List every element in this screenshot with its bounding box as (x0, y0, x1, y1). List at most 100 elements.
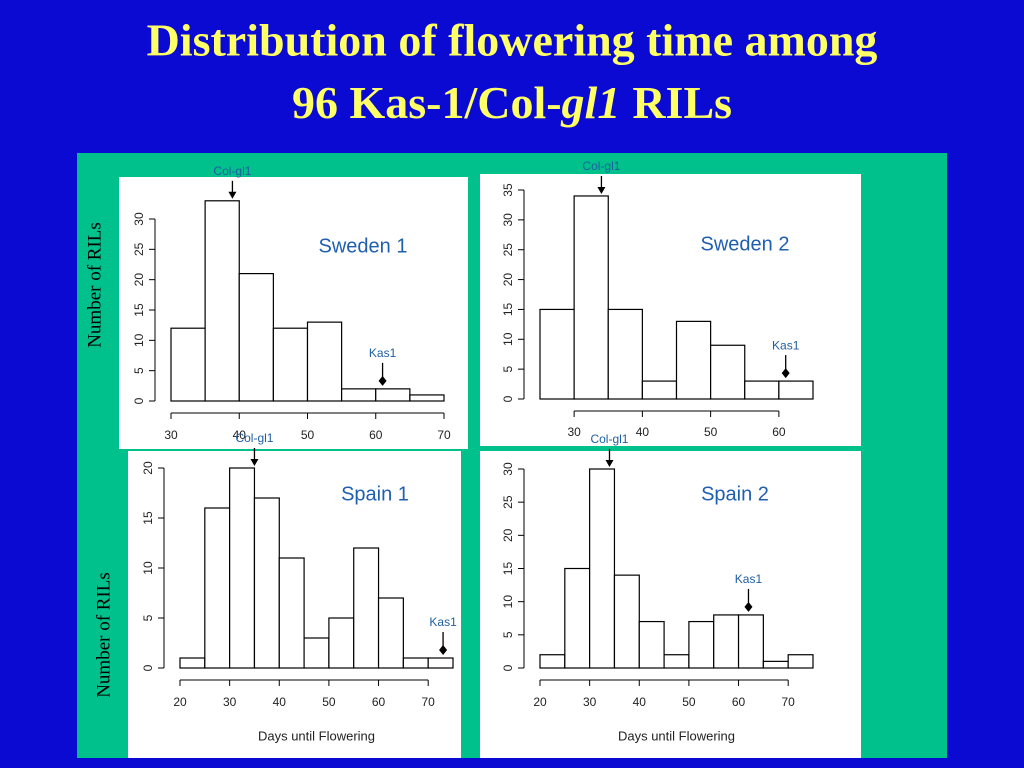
bar (409, 394, 445, 402)
bar (737, 614, 764, 669)
chart-area (480, 174, 861, 446)
bar (778, 380, 814, 400)
y-tick-label: 10 (501, 595, 515, 609)
bar (328, 617, 355, 669)
annotation-label: Col-gl1 (590, 432, 628, 446)
y-tick-label: 15 (132, 303, 146, 317)
y-tick-label: 20 (132, 273, 146, 287)
bar (170, 327, 206, 402)
bar (303, 637, 330, 669)
x-tick-label: 20 (173, 695, 187, 709)
bar (204, 507, 231, 669)
x-tick-label: 40 (273, 695, 287, 709)
y-tick-label: 5 (141, 614, 155, 621)
bar (278, 557, 305, 669)
bar (663, 654, 690, 669)
x-tick-label: 50 (704, 425, 718, 439)
bar (253, 497, 280, 669)
bar (607, 308, 643, 400)
y-axis-title: Number of RILs (84, 222, 105, 348)
bar (377, 597, 404, 669)
x-tick-label: 30 (164, 428, 178, 442)
bar (402, 657, 429, 669)
panel-title: Spain 2 (701, 483, 769, 505)
bar (688, 620, 715, 669)
annotation-label: Col-gl1 (213, 164, 251, 178)
bar (564, 567, 591, 669)
y-tick-label: 15 (141, 511, 155, 525)
bar (427, 657, 454, 669)
bar (613, 574, 640, 669)
bar (675, 320, 712, 400)
y-tick-label: 30 (501, 213, 515, 227)
bar (539, 654, 566, 669)
x-tick-label: 40 (233, 428, 247, 442)
annotation-label: Col-gl1 (582, 159, 620, 173)
y-tick-label: 20 (501, 273, 515, 287)
slide-title: Distribution of flowering time among (147, 15, 878, 66)
bar (787, 654, 814, 669)
y-tick-label: 0 (501, 395, 515, 402)
x-tick-label: 70 (437, 428, 451, 442)
bar (272, 327, 309, 402)
x-tick-label: 70 (782, 695, 796, 709)
x-tick-label: 30 (223, 695, 237, 709)
panel-title: Sweden 2 (701, 233, 790, 255)
x-axis-title: Days until Flowering (258, 728, 375, 743)
bar (641, 380, 678, 400)
y-tick-label: 0 (501, 664, 515, 671)
y-tick-label: 15 (501, 302, 515, 316)
annotation-label: Kas1 (429, 615, 457, 629)
x-tick-label: 70 (422, 695, 436, 709)
x-tick-label: 30 (567, 425, 581, 439)
arrow-diamond (744, 601, 753, 612)
panel-title: Sweden 1 (319, 235, 408, 257)
x-tick-label: 30 (583, 695, 597, 709)
y-tick-label: 25 (501, 243, 515, 257)
bar (762, 660, 789, 669)
chart-area (480, 451, 861, 758)
y-axis-title: Number of RILs (93, 572, 114, 698)
bar (744, 380, 780, 400)
slide-title: 96 Kas-1/Col-gl1 RILs (292, 77, 732, 128)
y-tick-label: 0 (141, 664, 155, 671)
y-tick-label: 5 (132, 367, 146, 374)
x-tick-label: 50 (322, 695, 336, 709)
y-tick-label: 5 (501, 631, 515, 638)
bar (638, 620, 665, 669)
bar (204, 200, 240, 402)
arrow-head (228, 191, 237, 199)
x-tick-label: 60 (732, 695, 746, 709)
y-tick-label: 20 (501, 528, 515, 542)
y-tick-label: 0 (132, 397, 146, 404)
bar (229, 467, 256, 669)
arrow-head (605, 460, 614, 467)
y-tick-label: 10 (141, 561, 155, 575)
annotation-label: Kas1 (369, 346, 397, 360)
x-tick-label: 40 (633, 695, 647, 709)
x-axis-title: Days until Flowering (618, 728, 735, 743)
bar (238, 273, 274, 402)
title-part: 96 Kas-1/Col- (292, 77, 562, 128)
bar (713, 614, 740, 669)
y-tick-label: 25 (132, 242, 146, 256)
bar (353, 547, 380, 669)
annotation-label: Col-gl1 (235, 431, 273, 445)
x-tick-label: 40 (636, 425, 650, 439)
bar (375, 388, 411, 402)
title-part: gl1 (561, 77, 621, 128)
bar (710, 344, 746, 400)
arrow-diamond (378, 375, 387, 386)
y-tick-label: 35 (501, 183, 515, 197)
x-tick-label: 50 (301, 428, 315, 442)
title-part: RILs (632, 77, 732, 128)
bar (573, 195, 609, 400)
x-tick-label: 60 (369, 428, 383, 442)
panel-title: Spain 1 (341, 483, 409, 505)
arrow-diamond (781, 368, 790, 379)
x-tick-label: 50 (682, 695, 696, 709)
y-tick-label: 15 (501, 562, 515, 576)
y-tick-label: 5 (501, 365, 515, 372)
x-tick-label: 60 (372, 695, 386, 709)
